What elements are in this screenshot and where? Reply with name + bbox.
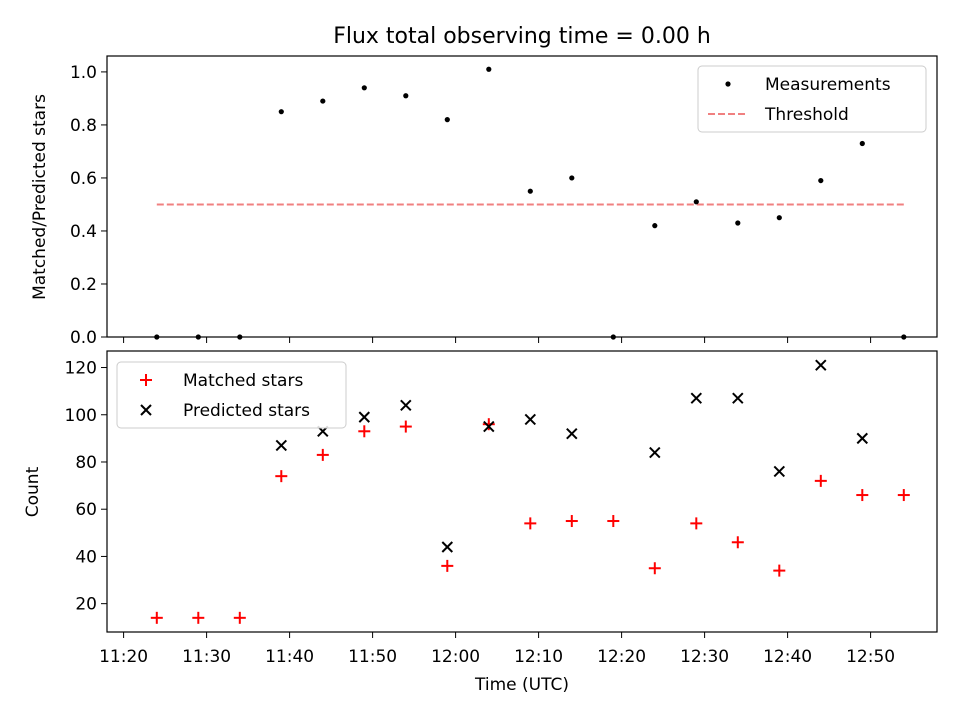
predicted-star-point	[441, 541, 454, 553]
measurement-point	[403, 93, 409, 99]
x-tick-label: 12:50	[846, 647, 895, 667]
measurement-point	[776, 215, 782, 221]
legend-matched-label: Matched stars	[183, 371, 303, 391]
measurement-point	[527, 188, 533, 194]
predicted-star-point	[815, 359, 827, 371]
x-tick-label: 11:40	[265, 647, 314, 667]
predicted-star-point	[649, 446, 661, 459]
matched-star-point	[524, 517, 537, 530]
bottom-legend-frame	[116, 361, 347, 429]
matched-star-point	[690, 517, 703, 530]
top-legend: Measurements Threshold	[697, 65, 927, 133]
y-tick-label: 0.2	[70, 275, 97, 295]
legend-matched-marker	[140, 374, 152, 386]
matched-star-point	[607, 515, 620, 528]
bottom-legend: Matched stars Predicted stars	[116, 361, 347, 429]
matched-star-point	[897, 489, 910, 502]
bottom-plot-marks	[150, 359, 910, 624]
bottom-plot-axes: 20 40 60 80 100 120 11:20 11:30 11:40 11:50 12:00 1…	[65, 350, 938, 667]
y-tick-label: 0.8	[70, 116, 97, 136]
y-tick-label: 0.0	[70, 328, 97, 348]
legend-predicted-marker	[140, 404, 152, 416]
legend-predicted-label: Predicted stars	[183, 401, 310, 421]
matched-star-point	[192, 611, 205, 624]
y-tick-label: 80	[75, 453, 97, 473]
matched-star-point	[731, 536, 744, 549]
matched-star-point	[648, 562, 661, 575]
x-tick-label: 12:30	[680, 647, 729, 667]
predicted-star-point	[856, 432, 869, 445]
measurement-point	[652, 223, 658, 229]
predicted-star-point	[524, 413, 537, 426]
predicted-star-point	[400, 399, 412, 412]
top-legend-frame	[697, 65, 927, 133]
y-tick-label: 120	[65, 359, 97, 379]
predicted-star-point	[566, 427, 578, 440]
y-tick-label: 0.6	[70, 169, 97, 189]
matched-star-point	[233, 611, 246, 624]
measurement-point	[361, 85, 367, 91]
matched-star-point	[275, 470, 288, 483]
top-plot-axes: 0.0 0.2 0.4 0.6 0.8 1.0	[70, 55, 938, 348]
legend-threshold-label: Threshold	[764, 105, 849, 125]
x-axis-label: Time (UTC)	[474, 675, 569, 695]
x-tick-label: 11:20	[99, 647, 148, 667]
x-tick-label: 11:30	[182, 647, 231, 667]
measurement-point	[486, 66, 492, 72]
x-tick-label: 11:50	[348, 647, 397, 667]
measurement-point	[320, 98, 326, 104]
top-y-axis-label: Matched/Predicted stars	[30, 94, 50, 300]
y-tick-label: 1.0	[70, 63, 97, 83]
y-tick-label: 60	[75, 500, 97, 520]
measurement-point	[444, 117, 450, 123]
matched-star-point	[856, 489, 869, 502]
predicted-star-point	[275, 439, 288, 452]
measurement-point	[693, 199, 699, 205]
x-tick-label: 12:10	[514, 647, 563, 667]
matched-star-point	[316, 448, 329, 461]
matched-star-point	[358, 425, 371, 438]
measurement-point	[859, 140, 865, 147]
y-tick-label: 0.4	[70, 222, 97, 242]
predicted-star-point	[358, 411, 371, 423]
predicted-star-point	[690, 392, 703, 404]
y-tick-label: 20	[75, 595, 97, 615]
y-tick-label: 100	[65, 406, 97, 426]
predicted-star-point	[773, 465, 786, 478]
x-tick-label: 12:00	[431, 647, 480, 667]
predicted-star-point	[732, 392, 744, 404]
plot-frame-top	[106, 55, 938, 338]
legend-measurements-marker	[725, 81, 731, 87]
legend-measurements-label: Measurements	[765, 75, 891, 95]
matched-star-point	[150, 611, 163, 624]
measurement-point	[569, 175, 575, 181]
chart-title: Flux total observing time = 0.00 h	[333, 24, 711, 49]
x-tick-label: 12:20	[597, 647, 646, 667]
measurement-point	[818, 177, 824, 184]
measurement-point	[735, 220, 741, 226]
matched-star-point	[441, 559, 454, 572]
matched-star-point	[565, 515, 578, 528]
matched-star-point	[773, 564, 786, 577]
predicted-star-point	[483, 420, 495, 433]
x-tick-label: 12:40	[763, 647, 812, 667]
top-plot-marks	[154, 66, 907, 340]
matched-star-point	[814, 474, 827, 487]
bottom-y-axis-label: Count	[23, 466, 43, 517]
matched-star-point	[482, 418, 495, 431]
plot-frame-bottom	[106, 350, 938, 633]
matched-star-point	[399, 420, 412, 433]
y-tick-label: 40	[75, 547, 97, 567]
measurement-point	[278, 109, 284, 115]
